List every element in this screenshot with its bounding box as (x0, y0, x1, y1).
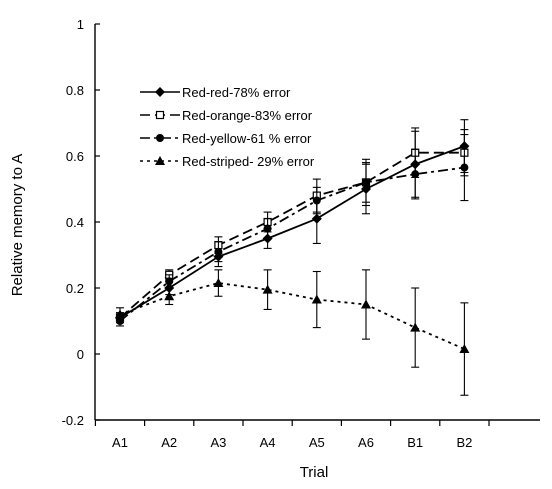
data-point (311, 213, 322, 224)
series-line (119, 151, 465, 319)
data-point (460, 163, 469, 172)
legend-marker (156, 134, 164, 142)
data-point (362, 178, 370, 187)
data-point (214, 247, 223, 256)
x-tick-label: A5 (309, 435, 325, 450)
data-point (312, 196, 321, 205)
data-point (410, 322, 421, 332)
y-tick-label: 0 (77, 347, 84, 362)
legend-label: Red-yellow-61 % error (182, 131, 312, 146)
series-line (119, 282, 465, 350)
series-4 (115, 269, 470, 396)
data-point (165, 277, 174, 286)
x-tick-label: A6 (358, 435, 374, 450)
data-point (213, 278, 224, 288)
y-tick-label: 0.8 (66, 83, 84, 98)
data-point (361, 299, 371, 309)
y-tick-label: 1 (77, 17, 84, 32)
x-tick-label: A3 (210, 435, 226, 450)
data-point (115, 309, 125, 319)
plot-area: -0.2 0 0.2 0.4 0.6 0.8 1 A1 A2 A3 A4 A5 A6 B1 B2 Red-re… (62, 17, 540, 450)
legend-marker (155, 110, 165, 120)
y-tick-label: -0.2 (62, 413, 84, 428)
x-tick-label: A2 (161, 435, 177, 450)
legend-marker (155, 87, 165, 97)
x-tick-label: B2 (456, 435, 472, 450)
legend-marker (155, 156, 165, 165)
series-3 (116, 134, 469, 327)
y-tick-label: 0.4 (66, 215, 84, 230)
y-axis-title: Relative memory to A (9, 154, 26, 297)
data-point (164, 291, 175, 301)
data-point (262, 284, 273, 294)
data-point (263, 224, 272, 233)
y-tick-label: 0.2 (66, 281, 84, 296)
legend-label: Red-red-78% error (182, 85, 291, 100)
data-point (311, 294, 322, 304)
x-tick-label: B1 (407, 435, 423, 450)
legend-label: Red-striped- 29% error (182, 154, 315, 169)
x-tick-label: A1 (112, 435, 128, 450)
data-point (411, 170, 420, 179)
series-line (119, 166, 465, 322)
series-line (119, 145, 465, 319)
data-point (459, 344, 470, 354)
legend: Red-red-78% error Red-orange-83% error Red… (140, 85, 315, 169)
y-tick-label: 0.6 (66, 149, 84, 164)
x-axis-title: Trial (300, 464, 329, 481)
x-tick-label: A4 (260, 435, 276, 450)
legend-label: Red-orange-83% error (182, 108, 313, 123)
